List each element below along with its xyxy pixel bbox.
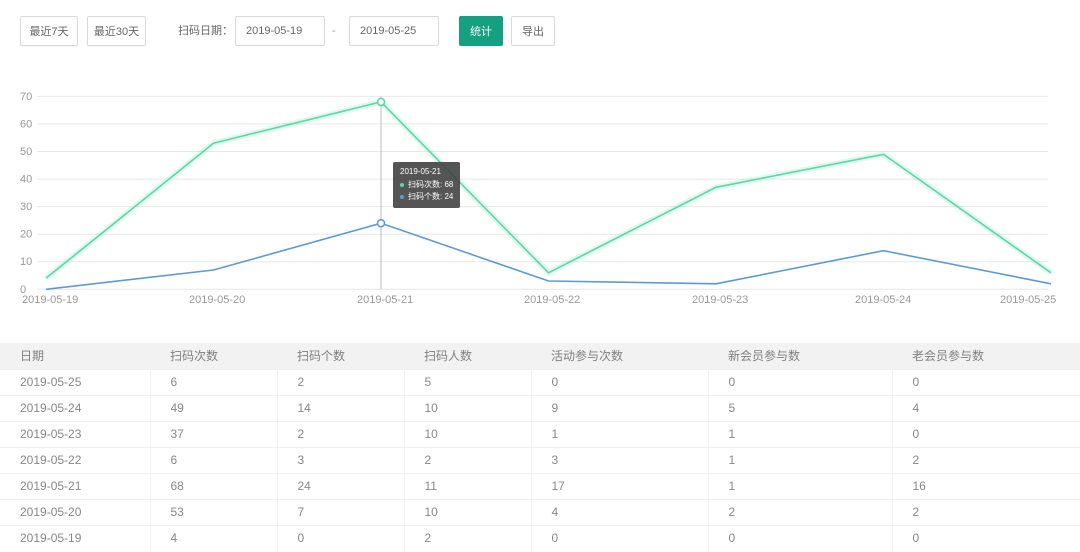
svg-text:2019-05-23: 2019-05-23 [692,294,748,305]
svg-text:20: 20 [20,229,32,241]
svg-text:40: 40 [20,174,32,186]
svg-text:60: 60 [20,119,32,131]
svg-text:30: 30 [20,201,32,213]
svg-text:2019-05-24: 2019-05-24 [855,294,911,305]
svg-text:2019-05-25: 2019-05-25 [1000,294,1056,305]
svg-text:2019-05-21: 2019-05-21 [357,294,413,305]
svg-text:2019-05-20: 2019-05-20 [189,294,245,305]
svg-text:2019-05-22: 2019-05-22 [524,294,580,305]
svg-text:10: 10 [20,256,32,268]
svg-text:50: 50 [20,146,32,158]
svg-text:70: 70 [20,91,32,103]
svg-text:2019-05-19: 2019-05-19 [22,294,78,305]
